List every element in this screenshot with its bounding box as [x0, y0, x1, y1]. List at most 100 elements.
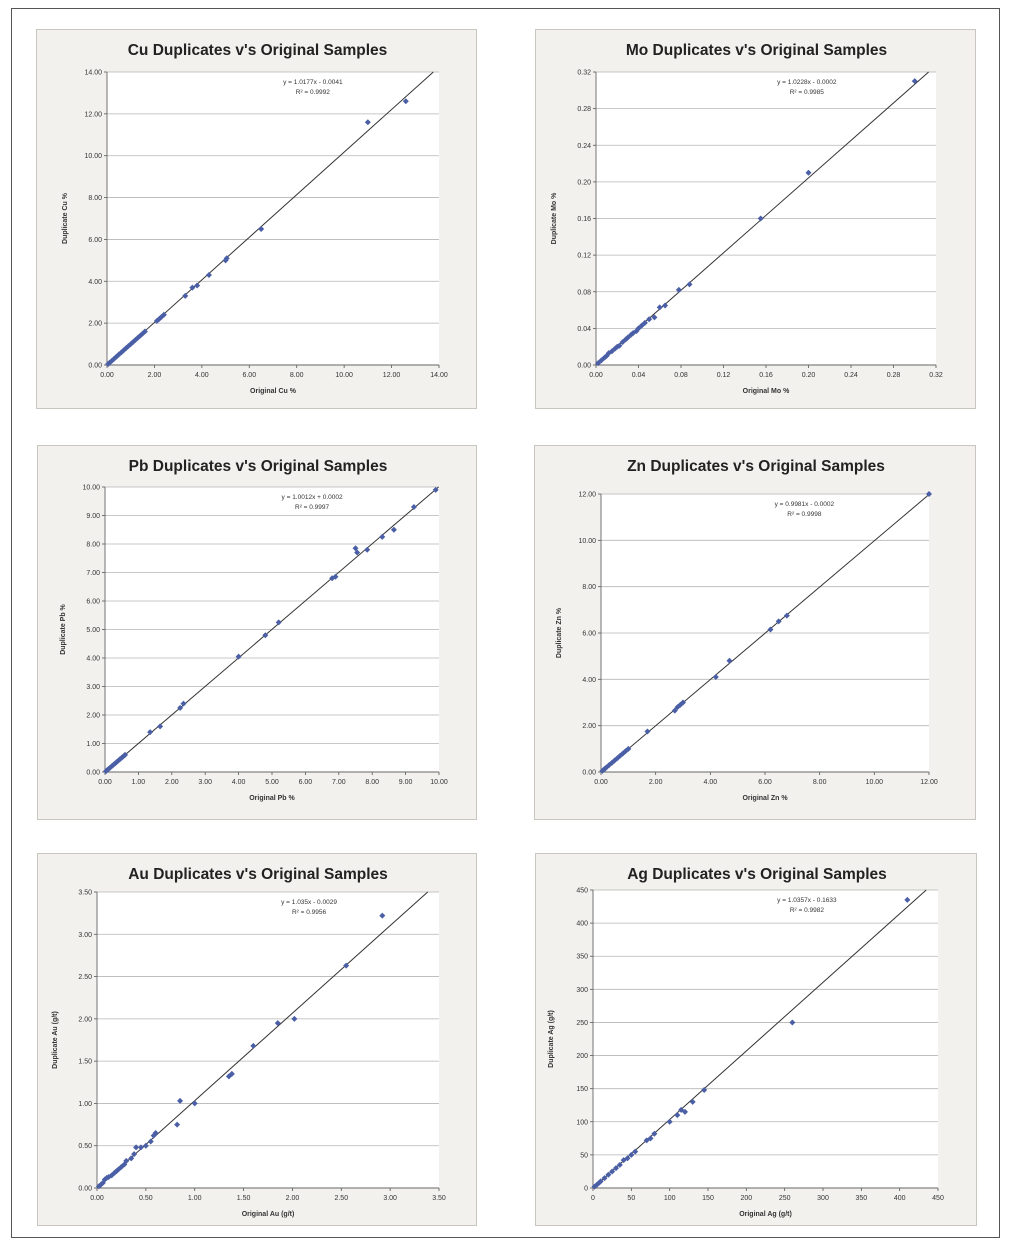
au-chart-title: Au Duplicates v's Original Samples [128, 866, 388, 883]
y-tick-label: 0.00 [78, 1186, 92, 1193]
data-point [689, 1098, 696, 1105]
data-point [632, 1148, 639, 1155]
y-tick-label: 3.00 [78, 932, 92, 939]
zn-r-squared: R² = 0.9998 [787, 511, 822, 518]
ag-r-squared: R² = 0.9982 [790, 907, 825, 914]
y-tick-label: 50 [580, 1152, 588, 1159]
data-point [152, 1130, 159, 1137]
x-tick-label: 0.04 [632, 372, 646, 379]
y-tick-label: 14.00 [84, 70, 102, 77]
data-point [613, 1165, 619, 1172]
pb-trend-equation: y = 1.0012x + 0.0002 [282, 494, 343, 501]
data-point [228, 1070, 235, 1077]
x-tick-label: 1.00 [188, 1195, 202, 1202]
y-tick-label: 0.28 [577, 106, 591, 113]
y-tick-label: 12.00 [84, 111, 102, 118]
x-tick-label: 0.00 [100, 372, 114, 379]
y-tick-label: 100 [576, 1119, 588, 1126]
x-tick-label: 0.00 [90, 1195, 104, 1202]
data-point [364, 546, 371, 553]
y-tick-label: 2.50 [78, 974, 92, 981]
x-tick-label: 0 [591, 1195, 595, 1202]
y-tick-label: 8.00 [582, 584, 596, 591]
y-tick-label: 0.00 [88, 363, 102, 370]
data-point [258, 225, 265, 232]
y-tick-label: 2.00 [86, 713, 100, 720]
pb-r-squared: R² = 0.9997 [295, 504, 330, 511]
data-point [141, 328, 148, 335]
y-tick-label: 0 [584, 1186, 588, 1193]
data-point [620, 1157, 627, 1164]
data-point [701, 1086, 708, 1093]
data-point [262, 632, 269, 639]
x-tick-label: 50 [627, 1195, 635, 1202]
x-tick-label: 8.00 [290, 372, 304, 379]
y-tick-label: 0.16 [577, 216, 591, 223]
plot-area [593, 890, 938, 1188]
x-tick-label: 3.50 [432, 1195, 446, 1202]
data-point [677, 701, 684, 708]
ag-chart-title: Ag Duplicates v's Original Samples [627, 866, 887, 883]
x-tick-label: 0.00 [594, 779, 608, 786]
data-point [646, 316, 653, 323]
data-point [686, 281, 693, 288]
x-tick-label: 2.00 [148, 372, 162, 379]
data-point [354, 549, 361, 556]
data-point [625, 745, 632, 752]
x-tick-label: 0.00 [589, 372, 603, 379]
y-tick-label: 9.00 [86, 513, 100, 520]
x-tick-label: 0.28 [887, 372, 901, 379]
x-tick-label: 150 [702, 1195, 714, 1202]
y-tick-label: 1.50 [78, 1059, 92, 1066]
data-point [674, 1112, 681, 1119]
data-point [662, 302, 669, 309]
x-tick-label: 4.00 [232, 779, 246, 786]
data-point [235, 653, 242, 660]
data-point [379, 533, 386, 540]
data-point [647, 1135, 654, 1142]
data-point [410, 503, 417, 510]
data-point [682, 1108, 688, 1115]
data-point [674, 704, 681, 711]
x-tick-label: 350 [855, 1195, 867, 1202]
data-point [147, 729, 154, 736]
y-tick-label: 5.00 [86, 627, 100, 634]
pb-chart-panel: Pb Duplicates v's Original Samples 0.00 1.… [37, 445, 477, 820]
data-point [904, 896, 911, 903]
x-tick-label: 0.24 [844, 372, 858, 379]
data-point [678, 1106, 685, 1113]
data-point [379, 912, 386, 919]
mo-trend-equation: y = 1.0228x - 0.0002 [777, 79, 837, 86]
y-tick-label: 6.00 [86, 599, 100, 606]
data-point [291, 1015, 298, 1022]
data-point [147, 1138, 154, 1145]
au-x-axis-label: Original Au (g/t) [242, 1211, 295, 1218]
y-tick-label: 2.00 [88, 321, 102, 328]
y-tick-label: 6.00 [582, 631, 596, 638]
data-point [671, 707, 678, 714]
au-trend-equation: y = 1.035x - 0.0029 [281, 899, 337, 906]
y-tick-label: 2.00 [78, 1016, 92, 1023]
x-tick-label: 400 [894, 1195, 906, 1202]
cu-y-axis-label: Duplicate Cu % [62, 192, 69, 244]
data-point [605, 1171, 612, 1178]
data-point [628, 1151, 635, 1158]
y-tick-label: 0.00 [86, 770, 100, 777]
data-point [666, 1118, 673, 1125]
au-chart-panel: Au Duplicates v's Original Samples 0.00 0.… [37, 853, 477, 1226]
x-tick-label: 12.00 [920, 779, 938, 786]
data-point [619, 750, 626, 757]
ag-y-axis-label: Duplicate Ag (g/t) [548, 1010, 555, 1068]
y-tick-label: 450 [576, 888, 588, 895]
x-tick-label: 8.00 [365, 779, 379, 786]
x-tick-label: 2.50 [334, 1195, 348, 1202]
y-tick-label: 1.00 [86, 741, 100, 748]
zn-trend-line [600, 494, 930, 773]
data-point [274, 1020, 281, 1027]
y-tick-label: 0.00 [577, 363, 591, 370]
cu-x-axis-label: Original Cu % [250, 388, 297, 395]
zn-chart-title: Zn Duplicates v's Original Samples [627, 458, 885, 475]
y-tick-label: 0.32 [577, 70, 591, 77]
data-point [275, 619, 282, 626]
y-tick-label: 0.50 [78, 1143, 92, 1150]
